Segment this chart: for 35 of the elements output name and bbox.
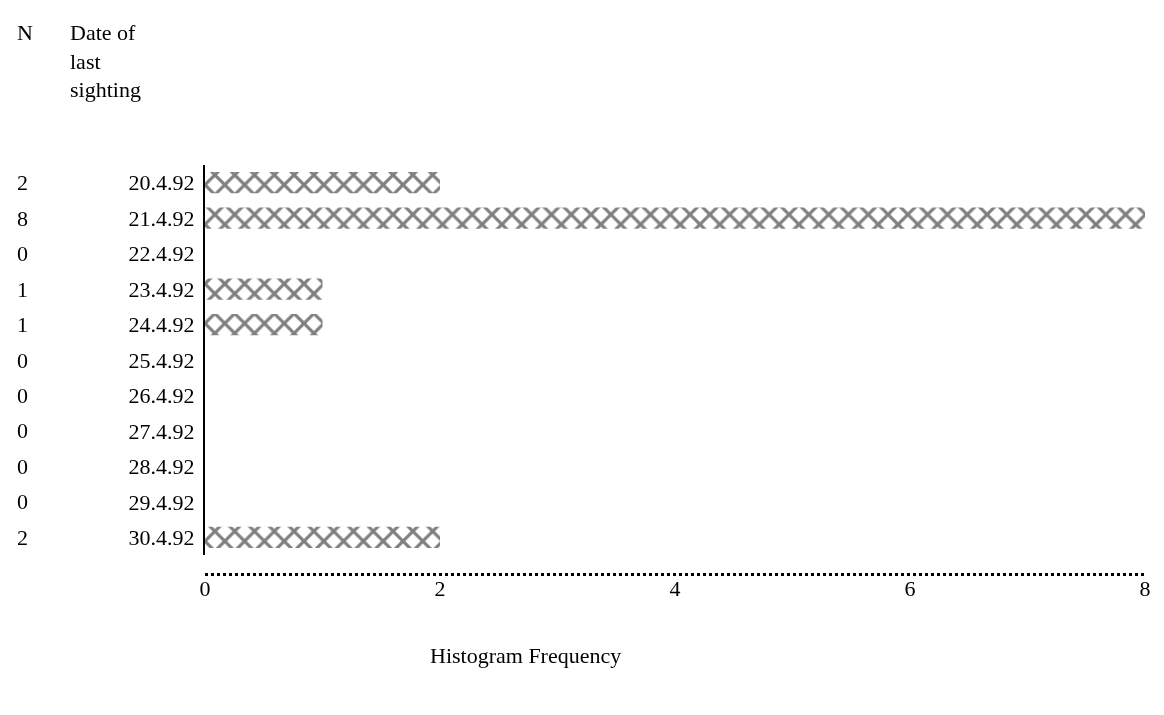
y-tick-label: 25.4.92 bbox=[128, 347, 195, 373]
text: N bbox=[17, 20, 33, 45]
y-tick-label: 28.4.92 bbox=[128, 454, 195, 480]
x-tick-label: 6 bbox=[904, 576, 916, 601]
y-tick-label: 22.4.92 bbox=[128, 241, 195, 267]
x-tick-label: 2 bbox=[434, 576, 446, 601]
x-tick-label: 0 bbox=[199, 576, 211, 601]
y-tick-label: 30.4.92 bbox=[128, 524, 195, 550]
data-label: 0 bbox=[17, 418, 28, 443]
bar bbox=[205, 313, 323, 336]
x-tick-label: 8 bbox=[1139, 576, 1151, 601]
y-tick-label: 27.4.92 bbox=[128, 418, 195, 444]
data-label: 2 bbox=[17, 170, 28, 195]
y-axis-title: Date of last sighting bbox=[70, 20, 141, 103]
y-tick-label: 23.4.92 bbox=[128, 276, 195, 302]
y-tick-label: 24.4.92 bbox=[128, 312, 195, 338]
data-label: 1 bbox=[17, 277, 28, 302]
data-label: 0 bbox=[17, 489, 28, 514]
data-label: 0 bbox=[17, 241, 28, 266]
y-tick-label: 21.4.92 bbox=[128, 205, 195, 231]
y-tick-label: 20.4.92 bbox=[128, 170, 195, 196]
y-tick-label: 29.4.92 bbox=[128, 489, 195, 515]
bar bbox=[205, 526, 440, 548]
x-axis-title: Histogram Frequency bbox=[430, 643, 622, 668]
x-tick-label: 4 bbox=[669, 576, 681, 601]
bar bbox=[205, 278, 323, 300]
data-label: 0 bbox=[17, 348, 28, 373]
bar bbox=[205, 207, 1145, 229]
data-label: 2 bbox=[17, 525, 28, 550]
data-label: 0 bbox=[17, 454, 28, 479]
data-label: 1 bbox=[17, 312, 28, 337]
bar bbox=[205, 172, 440, 194]
data-label: 0 bbox=[17, 383, 28, 408]
y-tick-label: 26.4.92 bbox=[128, 383, 195, 409]
data-label: 8 bbox=[17, 206, 28, 231]
